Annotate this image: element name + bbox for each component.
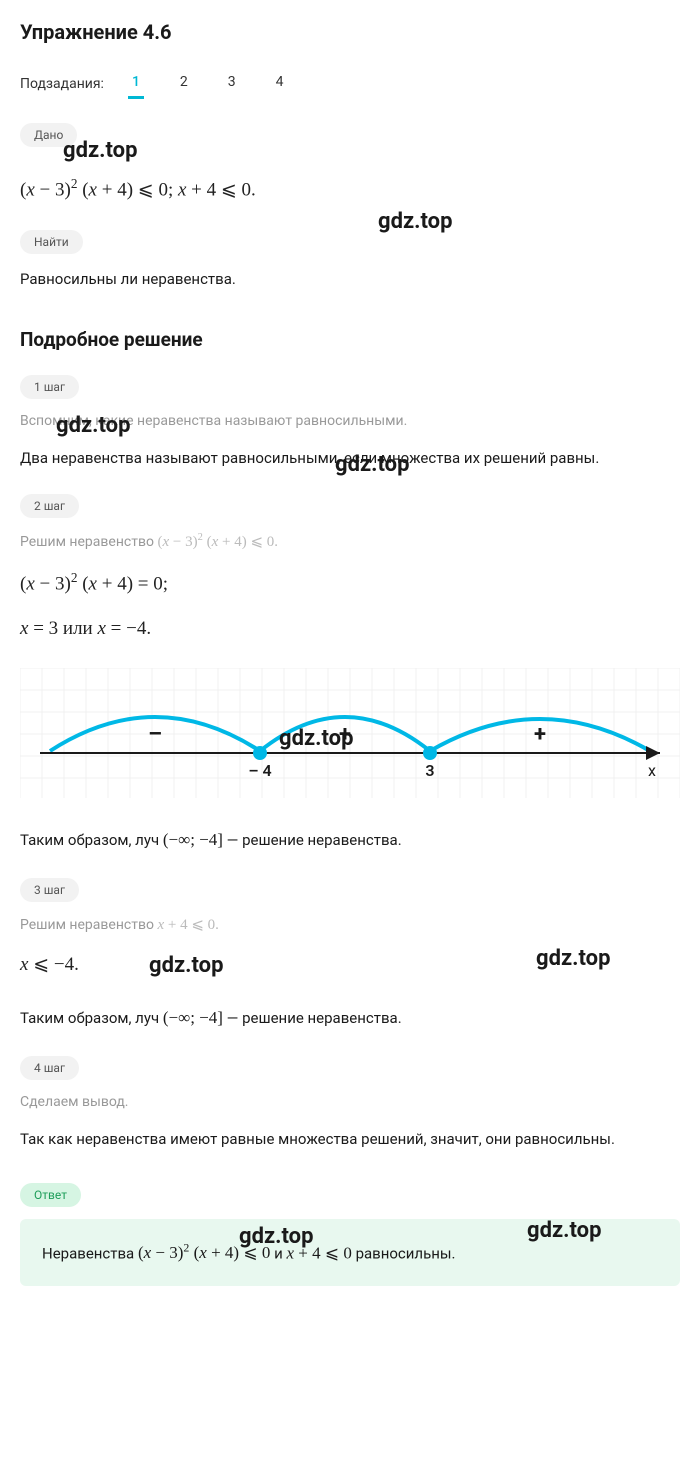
answer-pill: Ответ: [20, 1183, 81, 1207]
svg-text:–: –: [148, 722, 162, 747]
numberline-chart: – 4 3 x – + +: [20, 668, 680, 798]
step-1-body: Два неравенства называют равносильными, …: [20, 446, 680, 470]
step-4-body: Так как неравенства имеют равные множест…: [20, 1127, 680, 1151]
svg-text:+: +: [339, 722, 351, 747]
subtabs-label: Подзадания:: [20, 76, 104, 92]
answer-box: Неравенства (x − 3)2 (x + 4) ⩽ 0 и x + 4…: [20, 1219, 680, 1287]
step-3-hint: Решим неравенство x + 4 ⩽ 0.: [20, 914, 680, 937]
step-pill-2: 2 шаг: [20, 494, 79, 518]
subtab-1[interactable]: 1: [128, 68, 144, 99]
step-pill-1: 1 шаг: [20, 375, 79, 399]
step-2-math-2: x = 3 или x = −4.: [20, 614, 680, 644]
svg-text:+: +: [534, 722, 546, 747]
step-1-hint: Вспомним, какие неравенства называют рав…: [20, 411, 680, 432]
svg-text:– 4: – 4: [248, 761, 271, 780]
subtab-3[interactable]: 3: [224, 68, 240, 99]
find-pill: Найти: [20, 230, 83, 254]
step-2-math-1: (x − 3)2 (x + 4) = 0;: [20, 567, 680, 600]
subtab-2[interactable]: 2: [176, 68, 192, 99]
subtabs-row: Подзадания: 1 2 3 4: [20, 68, 680, 99]
find-text: Равносильны ли неравенства.: [20, 270, 680, 288]
subtabs: 1 2 3 4: [128, 68, 288, 99]
watermark: gdz.top: [378, 209, 452, 234]
given-pill: Дано: [20, 123, 77, 147]
step-3-conclusion: Таким образом, луч (−∞; −4] — решение не…: [20, 1004, 680, 1031]
subtab-4[interactable]: 4: [272, 68, 288, 99]
step-3-math: x ⩽ −4.: [20, 950, 680, 980]
solution-title: Подробное решение: [20, 328, 680, 351]
step-pill-4: 4 шаг: [20, 1056, 79, 1080]
given-math: (x − 3)2 (x + 4) ⩽ 0; x + 4 ⩽ 0.: [20, 173, 680, 206]
exercise-title: Упражнение 4.6: [20, 20, 680, 44]
step-4-hint: Сделаем вывод.: [20, 1092, 680, 1113]
step-pill-3: 3 шаг: [20, 878, 79, 902]
svg-text:3: 3: [425, 761, 434, 780]
step-2-conclusion: Таким образом, луч (−∞; −4] — решение не…: [20, 826, 680, 853]
step-2-hint: Решим неравенство (x − 3)2 (x + 4) ⩽ 0.: [20, 530, 680, 554]
svg-text:x: x: [648, 761, 656, 780]
